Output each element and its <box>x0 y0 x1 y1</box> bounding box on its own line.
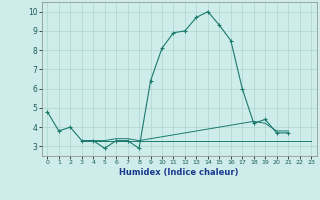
X-axis label: Humidex (Indice chaleur): Humidex (Indice chaleur) <box>119 168 239 177</box>
